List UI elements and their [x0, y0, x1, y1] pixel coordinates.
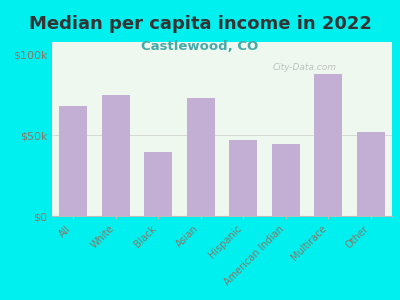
Text: City-Data.com: City-Data.com: [273, 63, 337, 72]
Bar: [60, 106, 87, 216]
Bar: [144, 152, 172, 216]
Bar: [314, 74, 342, 216]
Bar: [102, 95, 130, 216]
Bar: [230, 140, 257, 216]
Text: Castlewood, CO: Castlewood, CO: [141, 40, 259, 53]
Bar: [272, 143, 300, 216]
Bar: [357, 132, 384, 216]
Text: Median per capita income in 2022: Median per capita income in 2022: [28, 15, 372, 33]
Bar: [187, 98, 214, 216]
